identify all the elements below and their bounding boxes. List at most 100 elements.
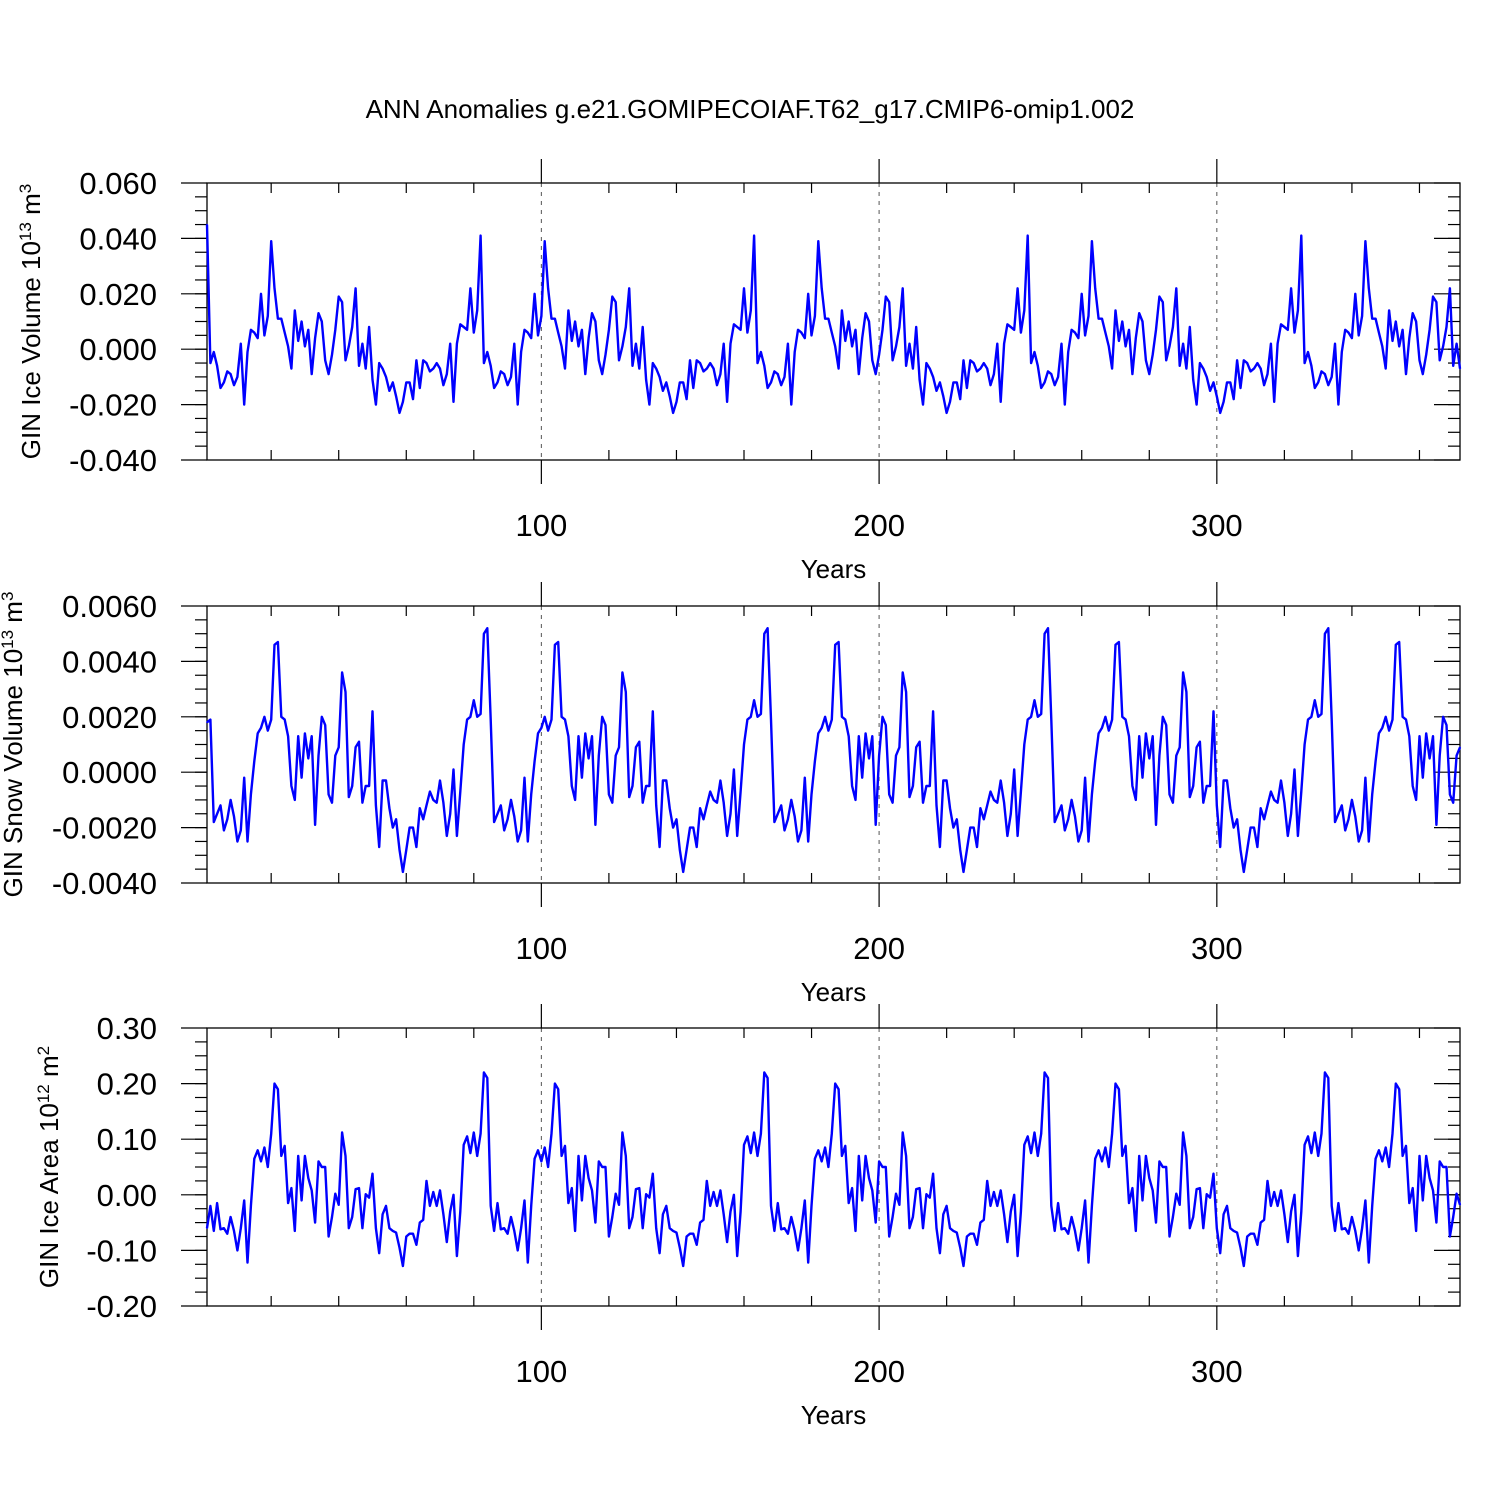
data-point — [1418, 735, 1421, 737]
data-point — [570, 785, 573, 787]
data-point — [513, 1230, 516, 1232]
data-point — [1047, 1077, 1049, 1079]
data-point — [533, 293, 536, 295]
data-point — [756, 1155, 759, 1157]
data-point — [888, 1235, 891, 1238]
data-point — [452, 768, 455, 771]
data-point — [881, 329, 884, 331]
data-point — [885, 724, 887, 726]
data-point — [1401, 1155, 1404, 1157]
data-point — [847, 320, 850, 323]
data-point — [1408, 1202, 1411, 1204]
data-point — [1313, 1131, 1316, 1134]
data-point — [418, 807, 421, 810]
data-point — [851, 345, 853, 348]
data-point — [1070, 1216, 1073, 1218]
data-point — [874, 373, 877, 375]
data-point — [1084, 1199, 1086, 1202]
data-point — [412, 826, 414, 829]
data-point — [1381, 1160, 1384, 1163]
data-point — [912, 785, 914, 787]
data-point — [1340, 1228, 1343, 1231]
data-point — [810, 1205, 813, 1207]
data-point — [1418, 359, 1421, 362]
data-point — [790, 799, 793, 801]
data-point — [776, 1202, 779, 1204]
data-point — [780, 1228, 782, 1231]
data-point — [587, 757, 590, 760]
data-point — [952, 381, 955, 384]
data-point — [597, 754, 600, 757]
data-point — [1016, 1255, 1019, 1257]
data-point — [574, 1230, 576, 1232]
data-point — [1307, 351, 1309, 353]
series-line-ice-area — [205, 1071, 1462, 1268]
data-point — [1300, 1210, 1303, 1213]
data-point — [939, 1252, 941, 1254]
data-point — [760, 351, 762, 353]
data-point — [1155, 824, 1157, 826]
data-point — [486, 1077, 489, 1079]
data-point — [527, 331, 529, 334]
data-point — [577, 345, 580, 348]
data-point — [1104, 1146, 1107, 1149]
data-point — [1128, 329, 1130, 331]
data-point — [1371, 793, 1373, 796]
panel-ice-volume: 100 200 300 -0.040 -0.020 0.000 0.020 0.040 0.06… — [16, 159, 1462, 584]
data-point — [949, 401, 951, 403]
y-axis-title-superscript: 13 — [16, 222, 35, 241]
data-point — [1330, 1205, 1333, 1207]
data-point — [1155, 329, 1157, 331]
data-point — [1337, 812, 1340, 815]
x-tick-label: 300 — [1191, 508, 1243, 543]
data-point — [418, 387, 421, 389]
data-point — [658, 846, 661, 848]
data-point — [847, 1202, 850, 1204]
data-point — [1175, 287, 1178, 290]
data-point — [452, 401, 455, 403]
data-point — [581, 329, 583, 331]
data-point — [1354, 815, 1357, 818]
data-point — [695, 359, 698, 362]
data-point — [601, 1166, 603, 1168]
data-point — [1003, 801, 1005, 804]
data-point — [1361, 1227, 1363, 1229]
data-point — [567, 735, 570, 737]
data-point — [1344, 329, 1346, 331]
data-point — [591, 1189, 593, 1192]
data-point — [1249, 1232, 1252, 1235]
data-point — [1384, 367, 1387, 370]
data-point — [415, 1244, 418, 1246]
data-point — [537, 334, 539, 337]
data-point — [344, 691, 347, 693]
data-point — [1003, 1213, 1005, 1216]
data-point — [1121, 1155, 1124, 1157]
data-point — [1357, 840, 1360, 843]
data-point — [283, 718, 286, 721]
data-point — [560, 716, 563, 718]
data-point — [1425, 353, 1428, 356]
data-point — [638, 1187, 641, 1189]
data-point — [1026, 1135, 1029, 1138]
data-point — [834, 1082, 836, 1085]
data-point — [1141, 776, 1144, 779]
data-point — [1202, 367, 1205, 370]
data-point — [1091, 793, 1093, 796]
data-point — [787, 342, 789, 345]
data-point — [550, 718, 553, 721]
data-point — [1324, 373, 1326, 375]
data-point — [500, 370, 502, 373]
data-point — [837, 367, 840, 370]
data-point — [901, 671, 904, 674]
data-point — [922, 1227, 924, 1229]
data-point — [246, 351, 249, 353]
data-point — [709, 790, 712, 793]
data-point — [675, 818, 678, 821]
x-tick-label: 300 — [1191, 1354, 1243, 1389]
data-point — [979, 807, 982, 810]
data-point — [915, 326, 918, 328]
data-point — [273, 643, 276, 646]
data-point — [645, 378, 647, 381]
